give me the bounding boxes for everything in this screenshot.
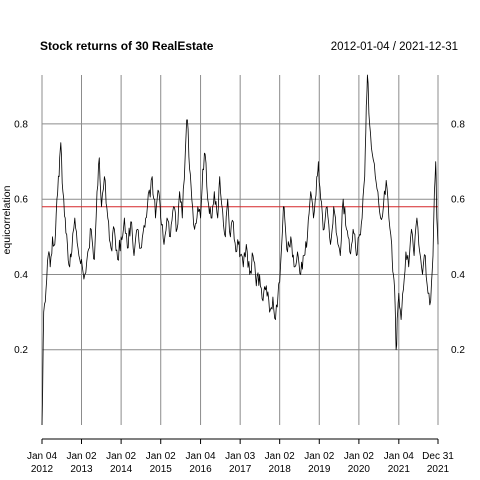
- y-tick-label-right: 0.6: [451, 195, 465, 206]
- x-tick-year: 2014: [110, 464, 133, 475]
- x-tick-year: 2021: [427, 464, 450, 475]
- x-tick-label: Dec 31: [422, 451, 454, 462]
- y-axis-right: 0.2 0.4 0.6 0.8: [451, 119, 465, 356]
- x-tick-label: Jan 04: [27, 451, 57, 462]
- x-tick-label: Jan 04: [186, 451, 216, 462]
- x-tick-year: 2015: [150, 464, 173, 475]
- x-tick-label: Jan 02: [66, 451, 96, 462]
- x-tick-label: Jan 02: [146, 451, 176, 462]
- x-tick-year: 2016: [189, 464, 212, 475]
- x-tick-label: Jan 04: [384, 451, 414, 462]
- y-axis-left: 0.2 0.4 0.6 0.8: [14, 119, 28, 356]
- x-tick-label: Jan 03: [225, 451, 255, 462]
- y-tick-label-right: 0.8: [451, 119, 465, 130]
- x-tick-year: 2017: [229, 464, 252, 475]
- grid: [41, 75, 439, 425]
- x-tick-label: Jan 02: [304, 451, 334, 462]
- y-tick-label-left: 0.8: [14, 119, 28, 130]
- y-tick-label-right: 0.4: [451, 270, 465, 281]
- chart-date-range: 2012-01-04 / 2021-12-31: [331, 41, 458, 53]
- y-tick-label-right: 0.2: [451, 345, 465, 356]
- x-tick-year: 2019: [308, 464, 331, 475]
- series-layer: [41, 74, 439, 426]
- x-tick-label: Jan 02: [265, 451, 295, 462]
- x-tick-label: Jan 02: [344, 451, 374, 462]
- x-tick-label: Jan 02: [106, 451, 136, 462]
- x-tick-year: 2013: [70, 464, 93, 475]
- x-tick-year: 2021: [388, 464, 411, 475]
- series-line: [41, 74, 439, 426]
- y-tick-label-left: 0.2: [14, 345, 28, 356]
- x-tick-year: 2012: [31, 464, 54, 475]
- y-tick-label-left: 0.4: [14, 270, 28, 281]
- y-tick-label-left: 0.6: [14, 195, 28, 206]
- x-axis: Jan 04 2012 Jan 02 2013 Jan 02 2014 Jan 02 2015…: [27, 439, 454, 475]
- chart-title: Stock returns of 30 RealEstate: [40, 39, 214, 53]
- x-tick-year: 2018: [269, 464, 292, 475]
- y-axis-label: equicorrelation: [1, 185, 13, 254]
- x-tick-year: 2020: [348, 464, 371, 475]
